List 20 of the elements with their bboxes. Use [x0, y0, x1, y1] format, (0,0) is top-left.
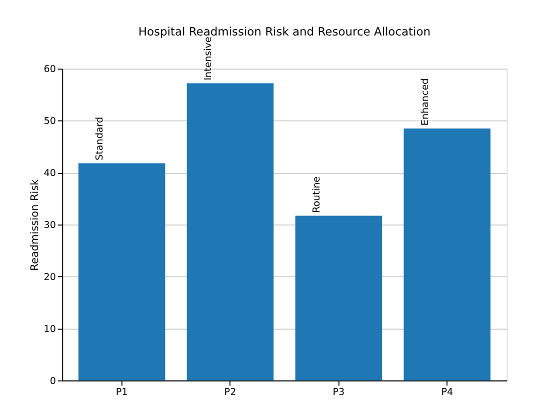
bar [186, 83, 274, 380]
y-tick-label: 50 [44, 116, 56, 128]
bar [295, 216, 382, 380]
y-axis-title: Readmission Risk [29, 178, 42, 271]
annotation: Standard [94, 116, 106, 160]
annotation: Routine [312, 176, 323, 213]
y-tick-label: 0 [50, 376, 56, 387]
y-tick-label: 20 [44, 272, 56, 283]
x-tick-label: P4 [441, 387, 454, 398]
annotation: Enhanced [420, 78, 431, 126]
x-tick-label: P1 [116, 387, 128, 398]
y-tick-label: 60 [44, 64, 56, 76]
x-tick-label: P2 [224, 387, 236, 398]
y-tick-label: 10 [44, 324, 56, 335]
annotation: Intensive [203, 36, 214, 80]
bar [404, 128, 490, 380]
y-tick-label: 30 [44, 220, 56, 231]
bar [78, 163, 166, 380]
y-tick-label: 40 [44, 168, 56, 179]
x-tick-label: P3 [332, 387, 345, 398]
